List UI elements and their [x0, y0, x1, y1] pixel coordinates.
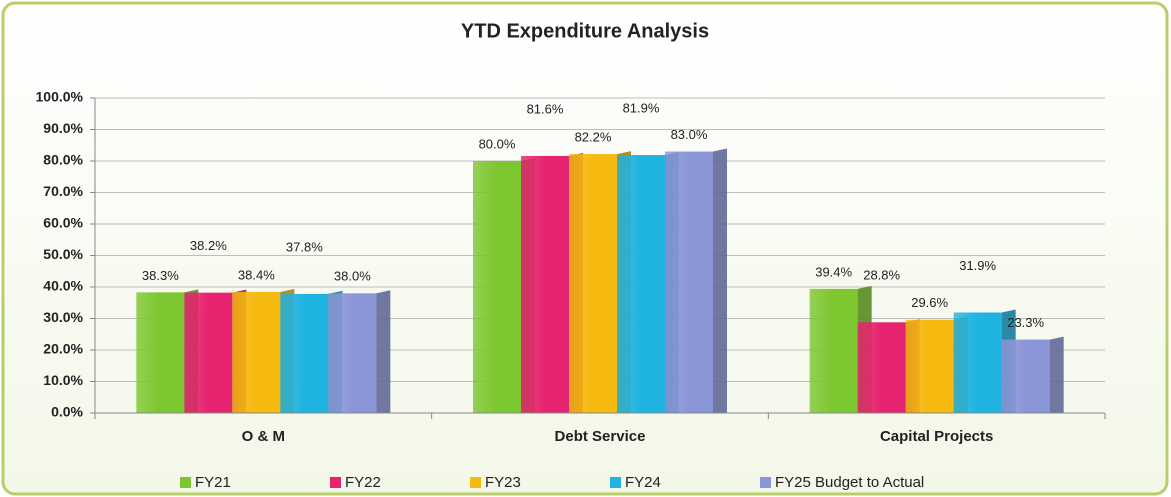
bar	[569, 154, 617, 413]
bar	[857, 322, 906, 413]
y-tick-label: 70.0%	[43, 183, 83, 199]
bar	[328, 293, 377, 413]
legend-swatch	[180, 477, 191, 488]
legend-swatch	[470, 477, 481, 488]
legend-label: FY24	[625, 474, 661, 491]
bar	[184, 292, 233, 413]
bar	[521, 155, 569, 413]
legend-label: FY23	[485, 474, 521, 491]
bar	[617, 155, 665, 413]
bar-side	[1049, 336, 1064, 413]
legend-swatch	[760, 477, 771, 488]
legend-label: FY25 Budget to Actual	[775, 474, 924, 491]
bar-side	[713, 148, 727, 414]
y-tick-label: 100.0%	[36, 89, 84, 105]
y-tick-label: 40.0%	[43, 278, 83, 294]
data-label: 81.9%	[623, 100, 660, 115]
data-label: 82.2%	[575, 130, 612, 145]
data-label: 83.0%	[671, 127, 708, 142]
data-label: 38.4%	[238, 267, 275, 282]
data-label: 80.0%	[479, 136, 516, 151]
legend-swatch	[330, 477, 341, 488]
y-tick-label: 90.0%	[43, 120, 83, 136]
bar	[953, 312, 1002, 413]
data-label: 31.9%	[959, 258, 996, 273]
data-label: 28.8%	[863, 268, 900, 283]
data-label: 81.6%	[527, 101, 564, 116]
x-tick-label: Debt Service	[555, 428, 646, 445]
x-tick-label: O & M	[242, 428, 285, 445]
bar	[905, 319, 954, 413]
legend-swatch	[610, 477, 621, 488]
bar-side	[376, 290, 391, 413]
bar	[280, 293, 329, 413]
data-label: 38.3%	[142, 268, 179, 283]
y-tick-label: 0.0%	[51, 404, 83, 420]
y-tick-label: 20.0%	[43, 341, 83, 357]
chart-title: YTD Expenditure Analysis	[461, 20, 709, 42]
bar	[473, 161, 521, 413]
bar	[809, 288, 858, 413]
bar	[136, 292, 185, 413]
bar	[1001, 339, 1050, 413]
y-tick-label: 50.0%	[43, 246, 83, 262]
data-label: 38.2%	[190, 238, 227, 253]
y-tick-label: 80.0%	[43, 152, 83, 168]
bar	[232, 292, 281, 413]
y-tick-label: 60.0%	[43, 215, 83, 231]
data-label: 39.4%	[815, 264, 852, 279]
legend-label: FY22	[345, 474, 381, 491]
y-tick-label: 30.0%	[43, 309, 83, 325]
bar	[665, 151, 713, 414]
data-label: 23.3%	[1007, 315, 1044, 330]
data-label: 38.0%	[334, 269, 371, 284]
x-tick-label: Capital Projects	[880, 428, 993, 445]
data-label: 29.6%	[911, 295, 948, 310]
legend-label: FY21	[195, 474, 231, 491]
data-label: 37.8%	[286, 239, 323, 254]
y-tick-label: 10.0%	[43, 372, 83, 388]
